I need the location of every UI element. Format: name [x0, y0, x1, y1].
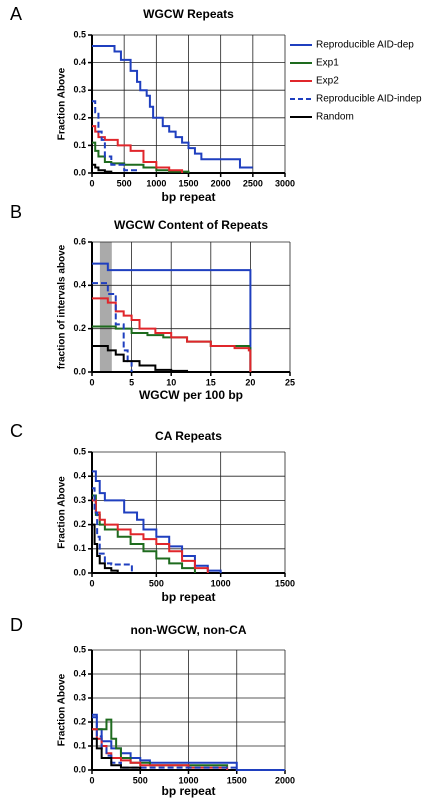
x-tick-label: 500	[133, 775, 148, 785]
highlight-band	[99, 242, 112, 372]
legend-label: Reproducible AID-indep	[316, 94, 422, 105]
y-tick-label: 0.1	[73, 543, 86, 553]
x-tick-label: 0	[89, 578, 94, 588]
x-tick-label: 25	[285, 377, 295, 387]
y-tick-label: 0.1	[73, 740, 86, 750]
y-tick-label: 0.0	[73, 764, 86, 774]
x-tick-label: 500	[117, 178, 132, 188]
series-line	[92, 737, 142, 770]
series-line	[92, 716, 285, 771]
legend-label: Random	[316, 112, 354, 123]
panel-label: B	[10, 202, 22, 222]
y-tick-label: 0.5	[73, 446, 86, 456]
x-tick-label: 2500	[243, 178, 263, 188]
series-line	[92, 297, 252, 372]
x-tick-label: 2000	[275, 775, 295, 785]
panel-label: D	[10, 615, 23, 635]
y-tick-label: 0.2	[73, 716, 86, 726]
y-tick-label: 0.5	[73, 29, 86, 39]
chart-title: WGCW Content of Repeats	[114, 218, 268, 232]
legend-label: Exp1	[316, 58, 339, 69]
x-tick-label: 20	[245, 377, 255, 387]
y-tick-label: 0.5	[73, 644, 86, 654]
chart-title: WGCW Repeats	[143, 7, 234, 21]
x-tick-label: 2000	[211, 178, 231, 188]
series-line	[92, 713, 285, 771]
x-tick-label: 1500	[178, 178, 198, 188]
y-axis-label: Fraction Above	[57, 67, 68, 140]
series-line	[92, 345, 189, 372]
y-tick-label: 0.6	[73, 236, 86, 246]
y-tick-label: 0.3	[73, 495, 86, 505]
x-axis-label: bp repeat	[161, 784, 215, 798]
x-tick-label: 3000	[275, 178, 295, 188]
x-axis-label: bp repeat	[161, 590, 215, 604]
y-axis-label: Fraction Above	[57, 476, 68, 549]
panel-label: C	[10, 421, 23, 441]
y-tick-label: 0.0	[73, 567, 86, 577]
y-tick-label: 0.4	[73, 57, 86, 67]
legend-label: Exp2	[316, 76, 339, 87]
x-tick-label: 0	[89, 377, 94, 387]
y-tick-label: 0.2	[73, 112, 86, 122]
x-tick-label: 10	[166, 377, 176, 387]
y-tick-label: 0.4	[73, 280, 86, 290]
series-line	[92, 325, 252, 372]
legend-label: Reproducible AID-dep	[316, 40, 414, 51]
x-tick-label: 5	[129, 377, 134, 387]
x-tick-label: 1500	[275, 578, 295, 588]
panel-label: A	[10, 4, 22, 24]
x-axis-label: bp repeat	[161, 190, 215, 204]
y-axis-label: Fraction Above	[57, 673, 68, 746]
y-tick-label: 0.4	[73, 668, 86, 678]
series-line	[92, 523, 119, 573]
chart-title: non-WGCW, non-CA	[131, 623, 247, 637]
x-tick-label: 1000	[178, 775, 198, 785]
chart-title: CA Repeats	[155, 429, 222, 443]
series-line	[92, 45, 253, 169]
series-line	[92, 163, 113, 173]
series-line	[92, 100, 139, 173]
series-line	[92, 262, 252, 372]
y-tick-label: 0.0	[73, 366, 86, 376]
series-line	[92, 125, 184, 173]
y-axis-label: fraction of intervals above	[57, 244, 68, 369]
series-line	[92, 282, 133, 372]
y-tick-label: 0.2	[73, 519, 86, 529]
x-tick-label: 1000	[146, 178, 166, 188]
x-tick-label: 15	[206, 377, 216, 387]
x-tick-label: 0	[89, 775, 94, 785]
y-tick-label: 0.4	[73, 471, 86, 481]
x-tick-label: 1500	[227, 775, 247, 785]
x-axis-label: WGCW per 100 bp	[139, 388, 243, 402]
y-tick-label: 0.0	[73, 167, 86, 177]
x-tick-label: 500	[149, 578, 164, 588]
series-line	[92, 141, 190, 173]
y-tick-label: 0.3	[73, 85, 86, 95]
series-line	[92, 487, 133, 573]
x-tick-label: 1000	[211, 578, 231, 588]
series-line	[92, 499, 209, 573]
y-tick-label: 0.2	[73, 323, 86, 333]
y-tick-label: 0.3	[73, 692, 86, 702]
x-tick-label: 0	[89, 178, 94, 188]
y-tick-label: 0.1	[73, 140, 86, 150]
